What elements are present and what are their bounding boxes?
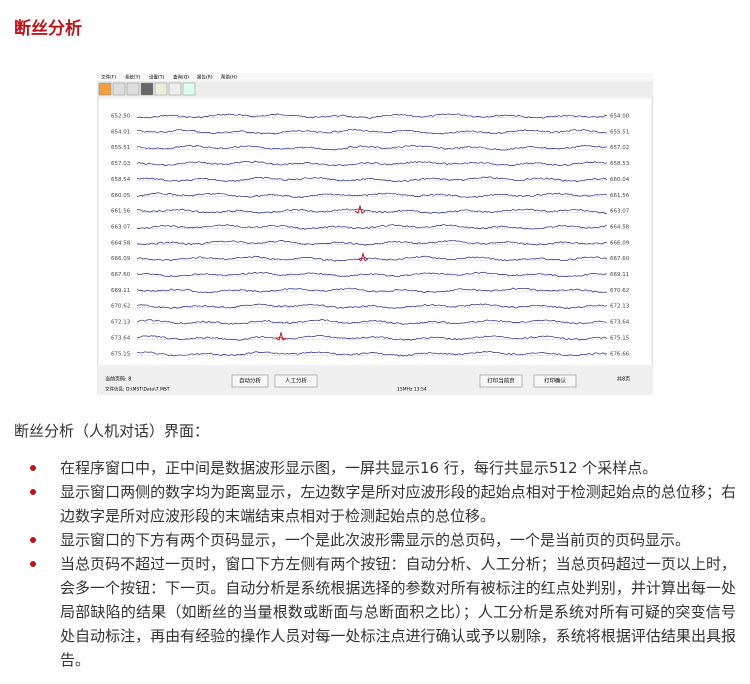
left-label: 652.50 xyxy=(111,114,131,120)
status-text: 15MHz 13:54 xyxy=(397,387,427,393)
bullet-item: 在程序窗口中，正中间是数据波形显示图，一屏共显示16 行，每行共显示512 个采… xyxy=(30,456,736,480)
right-label: 658.53 xyxy=(610,161,630,167)
waveform xyxy=(136,271,608,278)
left-label: 660.05 xyxy=(111,193,131,199)
toolbar-icons xyxy=(98,82,196,96)
menu-item[interactable]: 帮助(H) xyxy=(221,74,237,81)
title: 断丝分析 xyxy=(14,19,82,39)
right-label: 676.66 xyxy=(610,351,630,357)
button-label[interactable]: 打印确认 xyxy=(544,377,567,385)
waveform xyxy=(136,303,608,310)
right-label: 670.62 xyxy=(610,288,629,294)
button[interactable] xyxy=(274,374,318,388)
bullet-item: 显示窗口两侧的数字均为距离显示，左边数字是所对应波形段的起始点相对于检测起始点的… xyxy=(30,480,736,528)
defect-mark xyxy=(354,204,366,214)
bullet-item: 显示窗口的下方有两个页码显示，一个是此次波形需显示的总页码，一个是当前页的页码显… xyxy=(30,528,736,552)
waveform xyxy=(136,144,608,151)
waveform xyxy=(136,128,608,135)
current-page: 当前页码: 8 xyxy=(105,376,131,383)
left-label: 675.15 xyxy=(111,351,131,357)
left-label: 655.51 xyxy=(111,145,130,151)
left-label: 657.03 xyxy=(111,161,131,167)
right-label: 675.15 xyxy=(610,335,630,341)
waveform xyxy=(136,224,608,230)
left-label: 673.64 xyxy=(111,335,131,341)
waveform xyxy=(136,113,608,119)
total-pages: 共8页 xyxy=(617,376,630,383)
waveform xyxy=(136,192,608,199)
waveform xyxy=(136,160,608,167)
right-label: 669.11 xyxy=(610,272,629,278)
bullet-list: 在程序窗口中，正中间是数据波形显示图，一屏共显示16 行，每行共显示512 个采… xyxy=(30,456,736,672)
left-label: 664.58 xyxy=(111,240,131,246)
right-label: 663.07 xyxy=(610,209,630,215)
button[interactable] xyxy=(479,374,523,388)
waveform xyxy=(136,334,608,341)
left-label: 672.13 xyxy=(111,320,131,326)
button-label[interactable]: 人工分析 xyxy=(285,377,308,385)
waveforms xyxy=(136,113,608,357)
defect-mark xyxy=(275,331,287,341)
left-label: 667.60 xyxy=(111,272,131,278)
file-info: 文件信息: D:\MST\Data\7.MST xyxy=(105,386,170,393)
menu-item[interactable]: 文件(F) xyxy=(101,74,116,81)
left-label: 654.01 xyxy=(111,129,130,135)
right-label: 664.58 xyxy=(610,224,630,230)
waveform xyxy=(136,287,608,294)
left-label: 666.09 xyxy=(111,256,131,262)
menu-item[interactable]: 系统(Y) xyxy=(125,74,141,81)
right-label: 660.04 xyxy=(610,177,630,183)
button[interactable] xyxy=(533,374,577,388)
right-label: 654.00 xyxy=(610,114,630,120)
left-label: 663.07 xyxy=(111,224,131,230)
left-label: 670.62 xyxy=(111,304,130,310)
waveform xyxy=(136,319,608,325)
right-label: 657.02 xyxy=(610,145,629,151)
button-label[interactable]: 打印当前页 xyxy=(487,377,515,385)
right-label: 673.64 xyxy=(610,320,630,326)
defect-mark xyxy=(357,251,369,262)
right-label: 666.09 xyxy=(610,240,630,246)
right-label: 655.51 xyxy=(610,129,629,135)
left-label: 661.56 xyxy=(111,209,131,215)
left-label: 658.54 xyxy=(111,177,131,183)
waveform xyxy=(136,350,608,357)
menu-item[interactable]: 设置(T) xyxy=(149,74,165,81)
right-label: 667.60 xyxy=(610,256,630,262)
right-label: 672.13 xyxy=(610,304,630,310)
waveform xyxy=(136,255,608,262)
toolbar xyxy=(97,81,653,97)
button[interactable] xyxy=(231,374,269,388)
menu-item[interactable]: 查询(Q) xyxy=(173,74,189,81)
screenshot: 当前页码: 8 文件信息: D:\MST\Data\7.MST 15MHz 13… xyxy=(97,73,653,395)
button-label[interactable]: 自动分析 xyxy=(239,377,262,385)
menu-bar xyxy=(97,73,653,81)
bullet-item: 当总页码不超过一页时，窗口下方左侧有两个按钮：自动分析、人工分析；当总页码超过一… xyxy=(30,552,736,672)
menu-item[interactable]: 报告(R) xyxy=(197,74,213,81)
waveform xyxy=(136,208,608,214)
caption: 断丝分析（人机对话）界面： xyxy=(14,422,210,440)
waveform xyxy=(136,176,608,183)
right-label: 661.56 xyxy=(610,193,630,199)
left-label: 669.11 xyxy=(111,288,130,294)
waveform xyxy=(136,240,608,246)
plot-area xyxy=(99,99,651,365)
